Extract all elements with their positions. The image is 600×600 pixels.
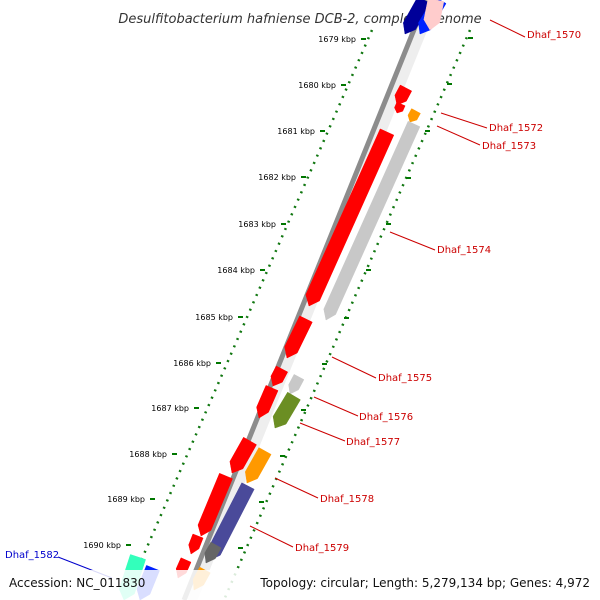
gene-feature [394,84,413,106]
tick-label: 1689 kbp [107,495,145,504]
gene-feature [256,385,279,419]
gene-feature [197,472,233,537]
gene-label: Dhaf_1579 [295,543,349,554]
leader-line [249,525,294,548]
footer-background [0,570,600,600]
leader-line [299,422,346,442]
tick-label: 1690 kbp [83,541,121,550]
right-dotted-guide [222,29,472,600]
tick-label: 1684 kbp [217,266,255,275]
leader-line [389,231,436,251]
accession-label: Accession: NC_011830 [9,576,145,590]
gene-label: Dhaf_1574 [437,245,491,256]
tick-label: 1679 kbp [318,35,356,44]
gene-feature [394,101,406,114]
gene-labels: Dhaf_1570 Dhaf_1572 Dhaf_1573 Dhaf_1574 Dhaf… [295,30,581,554]
tick-label: 1682 kbp [258,173,296,182]
gene-feature [270,365,289,387]
tick-label: 1680 kbp [298,81,336,90]
leader-line [331,356,377,379]
map-title: Desulfitobacterium hafniense DCB-2, comp… [118,12,481,27]
leader-line [313,396,359,417]
gene-feature [204,541,222,564]
leader-line [436,125,481,146]
gene-feature [229,436,257,474]
gene-label: Dhaf_1578 [320,494,374,505]
gene-feature [284,315,313,359]
genome-summary: Topology: circular; Length: 5,279,134 bp… [259,576,590,590]
tick-label: 1687 kbp [151,404,189,413]
tick-label: 1688 kbp [129,450,167,459]
tick-label: 1681 kbp [277,127,315,136]
tick-marks: 1679 kbp 1680 kbp 1681 kbp 1682 kbp 1683 kbp… [83,35,473,550]
gene-label: Dhaf_1570 [527,30,581,41]
gene-feature [423,0,445,31]
backbone [181,0,429,600]
tick-label: 1685 kbp [195,313,233,322]
gene-feature [272,391,301,429]
gene-label: Dhaf_1572 [489,123,543,134]
leader-line [440,112,488,129]
tick-label: 1686 kbp [173,359,211,368]
gene-label: Dhaf_1577 [346,437,400,448]
gene-feature [305,128,395,307]
gene-feature [288,374,305,395]
gene-features [118,0,447,600]
gene-feature [323,120,421,321]
leader-line [274,477,319,499]
gene-label: Dhaf_1576 [359,412,413,423]
tick-label: 1683 kbp [238,220,276,229]
gene-label-dhaf-1582: Dhaf_1582 [5,550,59,561]
leader-line [489,19,526,38]
label-leaders [57,19,526,579]
gene-feature [407,108,421,123]
gene-label: Dhaf_1575 [378,373,432,384]
gene-feature [245,447,272,484]
gene-feature [188,533,204,555]
gene-label: Dhaf_1573 [482,141,536,152]
